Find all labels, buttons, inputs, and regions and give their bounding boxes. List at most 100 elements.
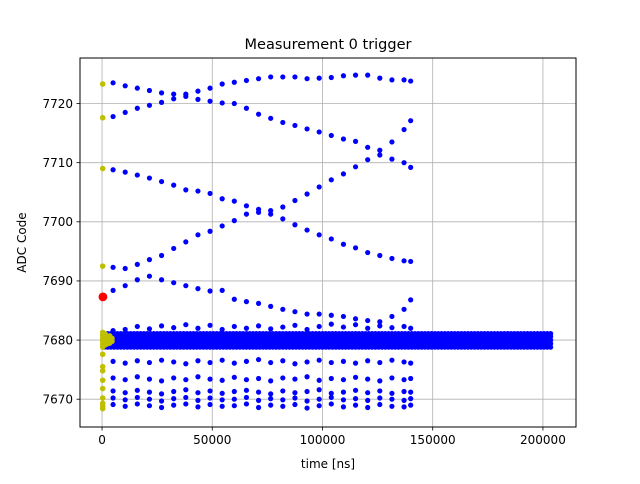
data-point bbox=[195, 358, 201, 364]
data-point bbox=[109, 338, 115, 345]
data-point bbox=[219, 223, 225, 229]
data-point bbox=[340, 241, 347, 247]
data-point bbox=[408, 118, 414, 124]
data-point bbox=[389, 357, 395, 363]
data-point bbox=[408, 360, 414, 366]
data-point bbox=[328, 132, 334, 139]
data-point bbox=[280, 74, 286, 80]
data-point bbox=[146, 359, 153, 366]
data-point bbox=[110, 328, 116, 334]
data-point bbox=[99, 385, 106, 392]
data-point bbox=[134, 172, 140, 178]
data-point bbox=[207, 228, 213, 234]
data-point bbox=[243, 387, 250, 393]
data-point bbox=[171, 182, 177, 188]
data-point bbox=[292, 222, 298, 228]
data-point bbox=[340, 136, 347, 142]
data-point bbox=[352, 396, 359, 402]
data-point bbox=[316, 129, 322, 135]
data-point bbox=[389, 313, 395, 320]
data-point bbox=[171, 402, 177, 408]
data-point bbox=[146, 257, 153, 263]
data-point bbox=[146, 389, 153, 395]
data-point bbox=[134, 358, 140, 364]
data-point bbox=[377, 388, 383, 394]
data-point bbox=[340, 73, 347, 79]
data-point bbox=[122, 360, 128, 366]
data-point bbox=[408, 396, 414, 402]
x-tick-label: 150000 bbox=[410, 433, 456, 447]
y-tick-label: 7670 bbox=[42, 393, 73, 407]
data-point bbox=[377, 147, 383, 153]
data-point bbox=[195, 188, 201, 194]
data-point bbox=[365, 376, 371, 382]
data-point bbox=[292, 309, 298, 315]
data-point bbox=[389, 396, 395, 402]
data-point bbox=[134, 261, 140, 267]
data-point bbox=[408, 164, 414, 170]
data-point bbox=[195, 325, 201, 331]
data-point bbox=[377, 378, 383, 384]
data-point bbox=[243, 105, 250, 111]
data-point bbox=[365, 390, 371, 396]
data-point bbox=[304, 359, 310, 365]
data-point bbox=[304, 374, 310, 380]
data-point bbox=[328, 312, 334, 318]
data-point bbox=[158, 323, 165, 329]
data-point bbox=[292, 376, 298, 382]
data-point bbox=[122, 403, 128, 409]
data-point bbox=[328, 375, 334, 382]
data-point bbox=[255, 323, 262, 329]
data-point bbox=[171, 245, 177, 252]
data-point bbox=[207, 388, 213, 394]
data-point bbox=[401, 126, 407, 133]
data-point bbox=[134, 387, 140, 393]
data-point bbox=[365, 249, 371, 256]
data-point bbox=[352, 402, 359, 408]
data-point bbox=[268, 396, 274, 402]
data-point bbox=[99, 368, 106, 374]
data-point bbox=[99, 351, 106, 358]
data-point bbox=[243, 325, 250, 331]
data-point bbox=[255, 300, 262, 307]
data-point bbox=[110, 264, 116, 270]
data-point bbox=[183, 387, 189, 393]
data-point bbox=[231, 403, 237, 409]
data-point bbox=[110, 287, 116, 293]
data-point bbox=[316, 184, 322, 190]
data-point bbox=[122, 283, 128, 289]
data-point bbox=[158, 90, 165, 96]
data-point bbox=[548, 330, 554, 337]
data-point bbox=[401, 258, 407, 264]
data-point bbox=[171, 325, 177, 331]
data-point bbox=[195, 374, 201, 380]
data-point bbox=[207, 376, 213, 382]
x-tick-label: 100000 bbox=[300, 433, 346, 447]
data-point bbox=[183, 283, 189, 289]
data-point bbox=[183, 187, 189, 193]
data-point bbox=[377, 401, 383, 408]
data-point bbox=[146, 396, 153, 402]
data-point bbox=[352, 387, 359, 393]
data-point bbox=[231, 79, 237, 85]
x-tick-label: 0 bbox=[98, 433, 106, 447]
data-point bbox=[328, 359, 334, 366]
data-point bbox=[207, 359, 213, 366]
data-point bbox=[231, 100, 237, 107]
data-point bbox=[340, 171, 347, 177]
data-point bbox=[268, 359, 274, 366]
data-point bbox=[243, 299, 250, 305]
data-point bbox=[408, 258, 414, 265]
data-point bbox=[316, 377, 322, 383]
data-point bbox=[99, 263, 106, 269]
data-point bbox=[158, 252, 165, 259]
data-point bbox=[304, 311, 310, 317]
data-point bbox=[231, 388, 237, 395]
data-point bbox=[195, 286, 201, 292]
data-point bbox=[377, 152, 383, 158]
data-point bbox=[352, 374, 359, 380]
data-point bbox=[408, 402, 414, 408]
data-point bbox=[231, 374, 237, 380]
data-point bbox=[292, 361, 298, 367]
data-point bbox=[408, 375, 414, 382]
